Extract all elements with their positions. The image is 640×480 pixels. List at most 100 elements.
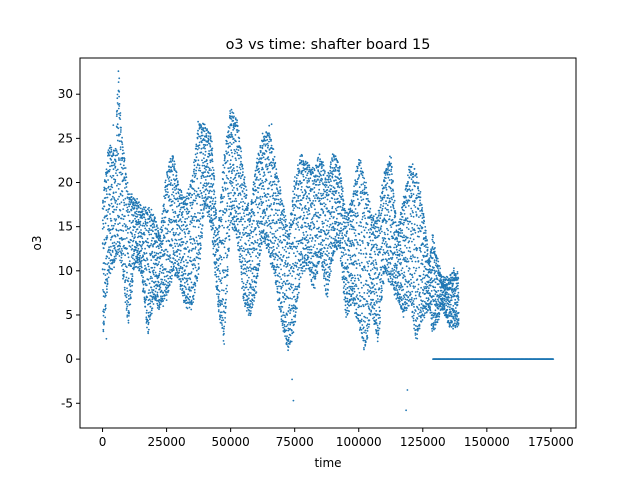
- data-point: [219, 316, 222, 319]
- data-point: [131, 277, 133, 280]
- data-point: [131, 262, 134, 265]
- data-point: [240, 254, 243, 257]
- data-point: [355, 267, 358, 269]
- data-point: [120, 236, 123, 239]
- data-point: [353, 185, 355, 188]
- data-point: [151, 280, 154, 283]
- data-point: [287, 340, 290, 342]
- data-point: [150, 309, 153, 312]
- data-point: [119, 146, 122, 149]
- data-point: [286, 343, 288, 346]
- data-point: [110, 198, 113, 200]
- data-point: [156, 224, 158, 227]
- data-point: [217, 233, 219, 236]
- data-point: [191, 203, 194, 206]
- data-point: [178, 269, 181, 272]
- data-point: [205, 169, 207, 171]
- data-point: [174, 259, 177, 262]
- data-point: [126, 226, 129, 228]
- data-point: [354, 212, 357, 215]
- data-point: [285, 289, 288, 292]
- data-point: [127, 197, 129, 199]
- data-point: [230, 176, 232, 179]
- data-point: [234, 150, 237, 153]
- data-point: [155, 240, 157, 242]
- data-point: [263, 153, 266, 155]
- data-point: [280, 309, 282, 312]
- data-point: [217, 297, 220, 299]
- data-point: [299, 258, 302, 261]
- data-point: [228, 238, 231, 241]
- data-point: [261, 195, 264, 198]
- data-point: [341, 187, 344, 190]
- data-point: [187, 216, 190, 218]
- data-point: [211, 200, 214, 202]
- data-point: [352, 276, 354, 279]
- data-point: [128, 245, 131, 247]
- data-point: [321, 165, 323, 168]
- data-point: [232, 218, 234, 221]
- data-point: [119, 118, 122, 120]
- data-point: [143, 213, 146, 216]
- chart-title: o3 vs time: shafter board 15: [226, 37, 431, 53]
- data-point: [151, 291, 154, 294]
- data-point: [226, 254, 229, 257]
- data-point: [118, 248, 121, 250]
- data-point: [187, 293, 189, 296]
- data-point: [157, 281, 160, 284]
- data-point: [161, 278, 164, 281]
- data-point: [204, 127, 207, 130]
- data-point: [172, 195, 175, 197]
- data-point: [154, 217, 156, 220]
- data-point: [145, 312, 148, 314]
- data-point: [140, 266, 143, 269]
- data-point: [335, 209, 338, 212]
- data-point: [173, 202, 176, 204]
- data-point: [292, 242, 294, 245]
- data-point: [144, 306, 147, 308]
- data-point: [257, 268, 260, 271]
- data-point: [170, 281, 173, 283]
- data-point: [193, 168, 196, 171]
- data-point: [118, 90, 121, 93]
- data-point: [279, 198, 282, 200]
- data-point: [114, 160, 117, 163]
- data-point: [184, 236, 187, 238]
- data-point: [308, 198, 311, 200]
- data-point: [110, 219, 113, 222]
- data-point: [208, 150, 211, 152]
- data-point: [188, 286, 191, 289]
- data-point: [241, 287, 243, 290]
- data-point: [272, 194, 274, 197]
- data-point: [220, 322, 223, 324]
- data-point: [221, 316, 224, 319]
- data-point: [121, 190, 124, 193]
- data-point: [159, 303, 162, 306]
- data-point: [164, 209, 167, 212]
- data-point: [191, 243, 194, 245]
- data-point: [104, 316, 107, 319]
- data-point: [212, 242, 215, 245]
- data-point: [239, 233, 241, 235]
- data-point: [186, 307, 189, 310]
- data-point: [160, 299, 163, 302]
- data-point: [134, 217, 136, 220]
- data-point: [302, 167, 305, 169]
- data-point: [146, 244, 149, 247]
- data-point: [241, 278, 243, 280]
- data-point: [140, 229, 142, 231]
- data-point: [201, 164, 204, 167]
- data-point: [292, 270, 295, 273]
- data-point: [121, 157, 124, 160]
- data-point: [349, 274, 352, 277]
- data-point: [156, 302, 159, 305]
- data-point: [331, 242, 333, 245]
- data-point: [346, 279, 348, 282]
- data-point: [291, 291, 294, 294]
- data-point: [185, 197, 188, 200]
- data-point: [340, 180, 343, 182]
- data-point: [179, 267, 182, 270]
- data-point: [317, 192, 320, 195]
- data-point: [109, 175, 112, 178]
- data-point: [270, 144, 273, 147]
